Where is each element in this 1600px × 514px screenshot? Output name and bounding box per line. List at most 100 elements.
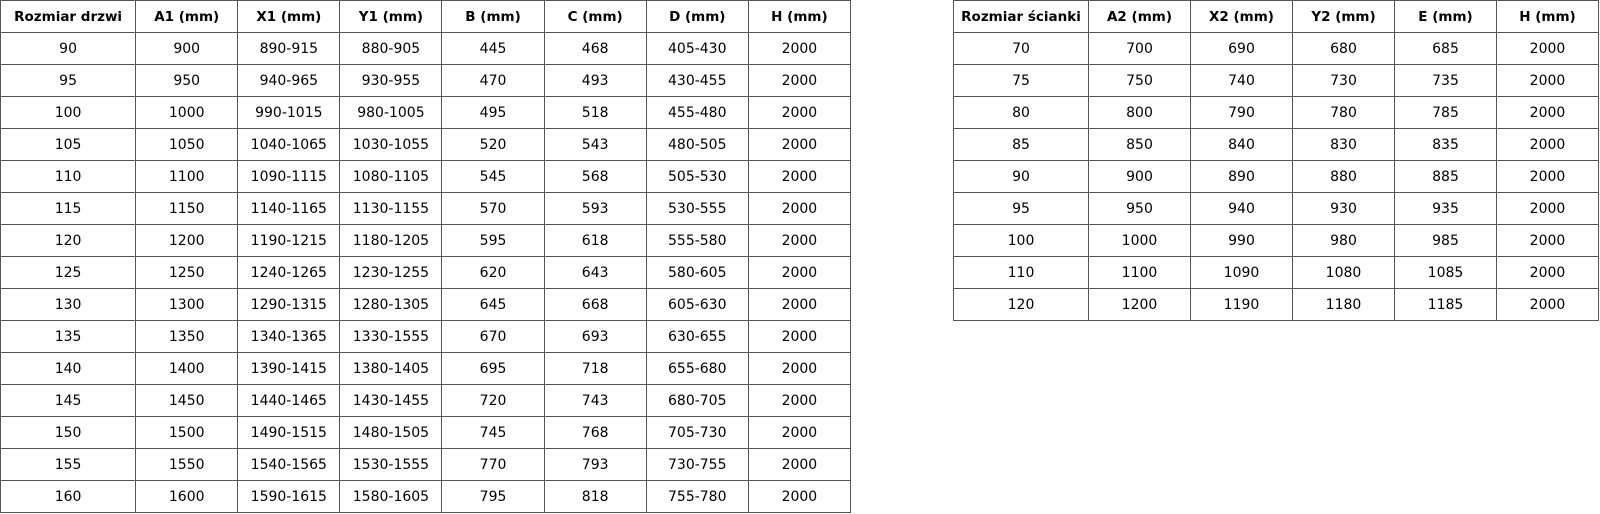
table-cell: 1550	[135, 448, 239, 481]
table-cell: 95	[953, 192, 1089, 225]
table-cell: 668	[543, 288, 647, 321]
table-cell: 2000	[747, 64, 852, 97]
table-cell: 570	[441, 192, 545, 225]
table-cell: 685	[1394, 32, 1497, 65]
table-cell: 1140-1165	[237, 192, 341, 225]
table-row: 80 800 790 780 785 2000	[953, 96, 1599, 129]
table-cell: 2000	[747, 480, 852, 513]
table-cell: 145	[0, 384, 137, 417]
table-cell: 720	[441, 384, 545, 417]
table-cell: 2000	[747, 192, 852, 225]
table-cell: 1400	[135, 352, 239, 385]
table-row: 100 1000 990 980 985 2000	[953, 224, 1599, 257]
table-cell: 1100	[135, 160, 239, 193]
table-cell: 1180-1205	[339, 224, 443, 257]
table-cell: 1185	[1394, 288, 1497, 321]
table-cell: 480-505	[645, 128, 749, 161]
table-cell: 730-755	[645, 448, 749, 481]
table-cell: 90	[0, 32, 137, 65]
table-cell: 930	[1292, 192, 1395, 225]
header-row: Rozmiar drzwi A1 (mm) X1 (mm) Y1 (mm) B (mm)…	[0, 0, 852, 33]
table-row: 120 1200 1190-1215 1180-1205 595 618 555-580 20…	[0, 224, 852, 257]
table-cell: 1000	[1088, 224, 1191, 257]
table-cell: 680	[1292, 32, 1395, 65]
table-cell: 2000	[747, 416, 852, 449]
table-cell: 980	[1292, 224, 1395, 257]
table-cell: 2000	[1496, 64, 1599, 97]
table-cell: 743	[543, 384, 647, 417]
table-cell: 2000	[747, 320, 852, 353]
table-cell: 840	[1190, 128, 1293, 161]
table-cell: 1330-1555	[339, 320, 443, 353]
table-row: 135 1350 1340-1365 1330-1555 670 693 630-655 20…	[0, 320, 852, 353]
table-cell: 595	[441, 224, 545, 257]
table-cell: 835	[1394, 128, 1497, 161]
table-row: 110 1100 1090 1080 1085 2000	[953, 256, 1599, 289]
table-cell: 445	[441, 32, 545, 65]
table-row: 100 1000 990-1015 980-1005 495 518 455-480 2000	[0, 96, 852, 129]
table-cell: 695	[441, 352, 545, 385]
table-cell: 90	[953, 160, 1089, 193]
table-cell: 830	[1292, 128, 1395, 161]
table-cell: 2000	[747, 32, 852, 65]
table-cell: 670	[441, 320, 545, 353]
table-cell: 795	[441, 480, 545, 513]
table-cell: 1100	[1088, 256, 1191, 289]
table-cell: 1450	[135, 384, 239, 417]
table-cell: 745	[441, 416, 545, 449]
table-cell: 2000	[1496, 288, 1599, 321]
table-cell: 890	[1190, 160, 1293, 193]
table-cell: 140	[0, 352, 137, 385]
door-size-table: Rozmiar drzwi A1 (mm) X1 (mm) Y1 (mm) B (mm)…	[0, 0, 852, 513]
table-row: 105 1050 1040-1065 1030-1055 520 543 480-505 20…	[0, 128, 852, 161]
table-cell: 1050	[135, 128, 239, 161]
panel-size-table: Rozmiar ścianki A2 (mm) X2 (mm) Y2 (mm) E (m…	[953, 0, 1599, 321]
table-cell: 110	[0, 160, 137, 193]
table-row: 95 950 940 930 935 2000	[953, 192, 1599, 225]
table-cell: 790	[1190, 96, 1293, 129]
table-cell: 1030-1055	[339, 128, 443, 161]
table-row: 70 700 690 680 685 2000	[953, 32, 1599, 65]
table-cell: 2000	[747, 96, 852, 129]
table-cell: 655-680	[645, 352, 749, 385]
table-cell: 735	[1394, 64, 1497, 97]
table-cell: 105	[0, 128, 137, 161]
table-cell: 980-1005	[339, 96, 443, 129]
table-cell: 2000	[747, 448, 852, 481]
table-cell: 1080-1105	[339, 160, 443, 193]
table-cell: 555-580	[645, 224, 749, 257]
header-cell: A1 (mm)	[135, 0, 239, 33]
table-cell: 2000	[747, 224, 852, 257]
table-cell: 1150	[135, 192, 239, 225]
table-cell: 100	[0, 96, 137, 129]
table-cell: 150	[0, 416, 137, 449]
table-cell: 2000	[747, 384, 852, 417]
table-cell: 1580-1605	[339, 480, 443, 513]
table-cell: 693	[543, 320, 647, 353]
table-cell: 1250	[135, 256, 239, 289]
table-cell: 1240-1265	[237, 256, 341, 289]
table-cell: 95	[0, 64, 137, 97]
table-cell: 2000	[1496, 256, 1599, 289]
table-cell: 155	[0, 448, 137, 481]
table-row: 115 1150 1140-1165 1130-1155 570 593 530-555 20…	[0, 192, 852, 225]
table-cell: 990-1015	[237, 96, 341, 129]
header-cell: D (mm)	[645, 0, 749, 33]
table-cell: 518	[543, 96, 647, 129]
table-cell: 1090-1115	[237, 160, 341, 193]
table-cell: 620	[441, 256, 545, 289]
table-cell: 1290-1315	[237, 288, 341, 321]
table-cell: 2000	[1496, 32, 1599, 65]
table-cell: 405-430	[645, 32, 749, 65]
table-cell: 1190	[1190, 288, 1293, 321]
table-cell: 2000	[1496, 192, 1599, 225]
table-cell: 1230-1255	[339, 256, 443, 289]
table-cell: 935	[1394, 192, 1497, 225]
table-cell: 2000	[1496, 128, 1599, 161]
table-cell: 605-630	[645, 288, 749, 321]
table-cell: 780	[1292, 96, 1395, 129]
table-cell: 940	[1190, 192, 1293, 225]
table-cell: 1480-1505	[339, 416, 443, 449]
table-cell: 580-605	[645, 256, 749, 289]
header-cell: H (mm)	[747, 0, 852, 33]
